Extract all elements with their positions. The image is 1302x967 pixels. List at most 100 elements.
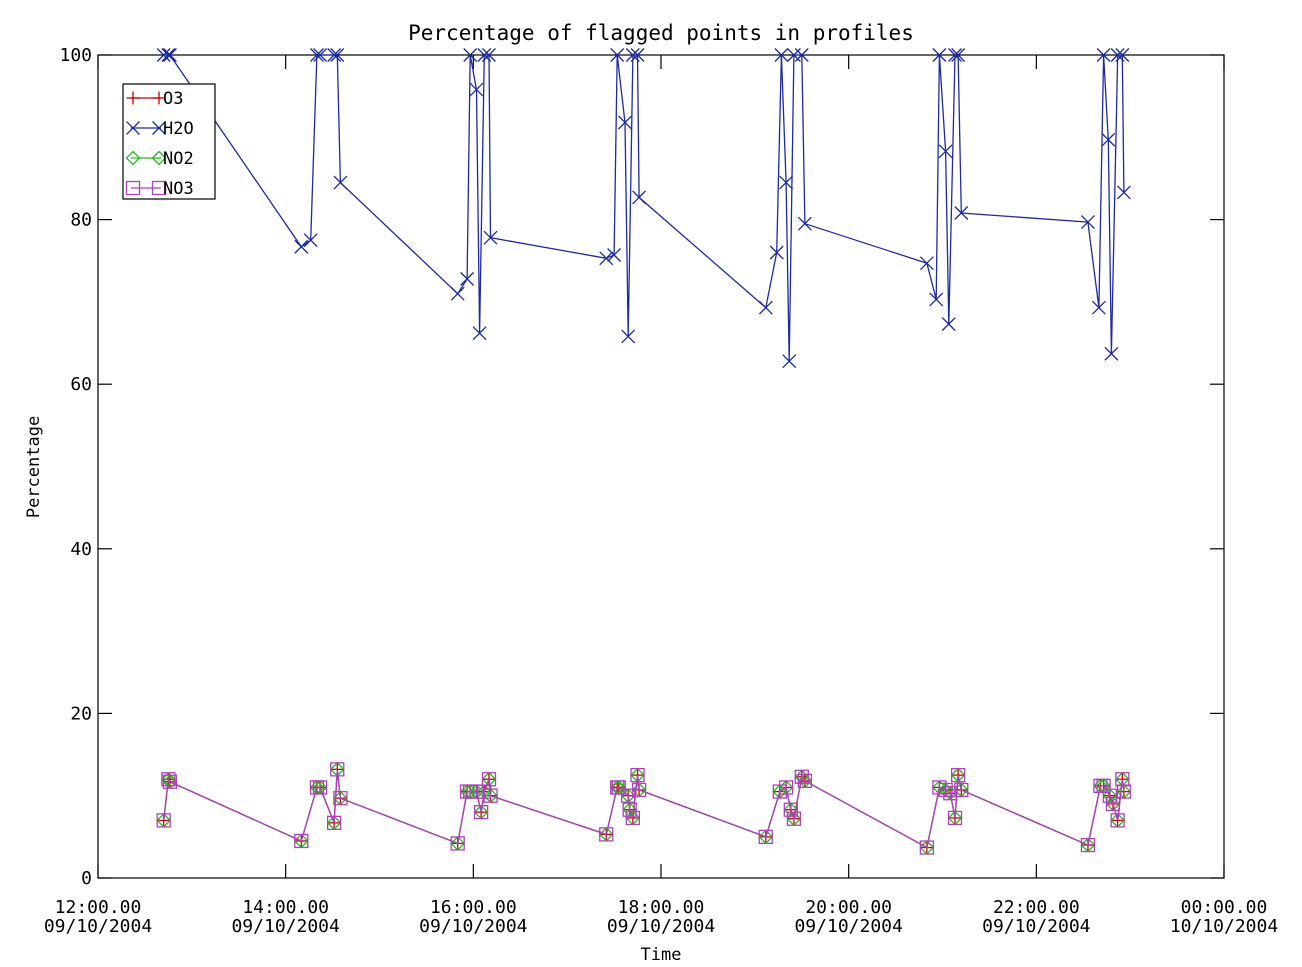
data-point-h2o (951, 48, 966, 62)
data-point-h2o (463, 48, 478, 62)
legend-marker-end (152, 91, 166, 105)
legend-box (122, 83, 216, 200)
legend-item-o3: O3 (126, 89, 183, 109)
data-point-no3 (162, 774, 178, 789)
data-point-no3 (1110, 813, 1125, 828)
data-point-h2o (483, 230, 498, 245)
data-point-no3 (947, 810, 963, 826)
x-tick-label-date: 09/10/2004 (231, 916, 339, 937)
data-point-no3 (786, 811, 802, 826)
data-point-h2o (632, 190, 647, 205)
data-point-h2o (948, 48, 962, 62)
data-point-no3 (919, 840, 935, 855)
x-tick-label-time: 20:00.00 (805, 897, 892, 918)
data-point-no3 (943, 786, 958, 801)
data-point-h2o (482, 48, 496, 62)
x-tick-label-date: 09/10/2004 (419, 916, 527, 937)
y-tick-label: 60 (70, 374, 92, 395)
series-h2o (156, 48, 1131, 369)
x-tick-label-time: 22:00.00 (993, 897, 1080, 918)
data-point-no3 (474, 805, 489, 820)
data-point-h2o (618, 115, 632, 130)
data-point-h2o (1091, 300, 1106, 315)
x-tick-label-date: 09/10/2004 (607, 916, 715, 937)
y-tick-label: 100 (59, 45, 92, 66)
x-tick-label-time: 16:00.00 (430, 897, 517, 918)
data-point-h2o (919, 256, 934, 271)
x-tick-label-date: 09/10/2004 (982, 916, 1090, 937)
data-point-no3 (954, 782, 969, 798)
data-point-no3 (1116, 784, 1132, 799)
data-point-no3 (631, 782, 647, 798)
y-axis-label: Percentage (24, 416, 44, 518)
series-line-h2o (163, 54, 1125, 362)
data-point-no3 (1102, 788, 1117, 803)
data-point-h2o (1115, 48, 1130, 62)
data-point-h2o (327, 48, 342, 62)
data-point-h2o (472, 326, 487, 341)
data-point-h2o (330, 48, 345, 62)
data-point-h2o (625, 48, 640, 62)
data-point-h2o (303, 233, 318, 248)
legend-item-no3: NO3 (125, 179, 194, 199)
data-point-h2o (309, 48, 324, 62)
legend: O3 H2O NO2 NO3 (122, 83, 216, 200)
data-point-h2o (450, 286, 465, 301)
data-point-h2o (1104, 346, 1119, 361)
data-point-h2o (610, 48, 625, 62)
x-tick-label-time: 18:00.00 (618, 897, 705, 918)
x-tick-label-date: 10/10/2004 (1170, 916, 1278, 937)
legend-item-no2: NO2 (125, 149, 194, 169)
x-tick-label-time: 14:00.00 (242, 897, 329, 918)
x-axis-ticks: 12:00.0009/10/200414:00.0009/10/200416:0… (44, 55, 1278, 937)
data-point-h2o (161, 48, 176, 62)
legend-label: O3 (163, 89, 183, 109)
data-point-no3 (469, 784, 484, 799)
data-point-no3 (622, 802, 637, 817)
data-point-h2o (477, 48, 492, 62)
data-point-no3 (794, 769, 809, 784)
data-point-no3 (758, 829, 773, 844)
data-point-h2o (794, 48, 809, 62)
data-point-no3 (333, 791, 348, 806)
data-point-h2o (1096, 48, 1111, 62)
data-point-no3 (621, 788, 636, 803)
data-point-h2o (954, 206, 969, 220)
data-point-no3 (481, 772, 497, 787)
y-tick-label: 0 (81, 868, 92, 889)
legend-marker-end (151, 150, 167, 166)
data-point-h2o (929, 292, 944, 307)
data-point-h2o (932, 48, 947, 62)
x-tick-label-time: 00:00.00 (1181, 897, 1268, 918)
data-point-h2o (460, 271, 475, 286)
data-point-no3 (630, 767, 645, 783)
x-axis-label: Time (641, 945, 682, 965)
data-point-h2o (607, 248, 622, 262)
data-point-h2o (1116, 185, 1131, 200)
y-tick-label: 80 (70, 210, 92, 231)
series-no3 (156, 762, 1132, 855)
data-point-h2o (156, 48, 171, 62)
data-point-no3 (312, 780, 328, 795)
legend-item-h2o: H2O (126, 119, 194, 139)
chart-title: Percentage of flagged points in profiles (408, 21, 914, 45)
legend-marker-start (125, 150, 141, 166)
data-point-no3 (599, 827, 614, 842)
legend-label: NO2 (163, 149, 194, 169)
data-point-h2o (782, 354, 797, 369)
data-point-no3 (797, 773, 813, 789)
data-point-no3 (161, 772, 176, 787)
y-tick-label: 40 (70, 539, 92, 560)
data-point-h2o (941, 317, 956, 332)
series-line-no3 (163, 769, 1125, 849)
data-point-h2o (769, 245, 784, 260)
legend-label: NO3 (163, 179, 194, 199)
legend-marker-end (151, 180, 167, 196)
data-point-h2o (1101, 132, 1116, 147)
data-point-h2o (469, 82, 484, 97)
data-point-no3 (330, 762, 345, 777)
data-point-no3 (156, 813, 171, 828)
x-tick-label-date: 09/10/2004 (794, 916, 902, 937)
data-point-h2o (630, 48, 645, 62)
